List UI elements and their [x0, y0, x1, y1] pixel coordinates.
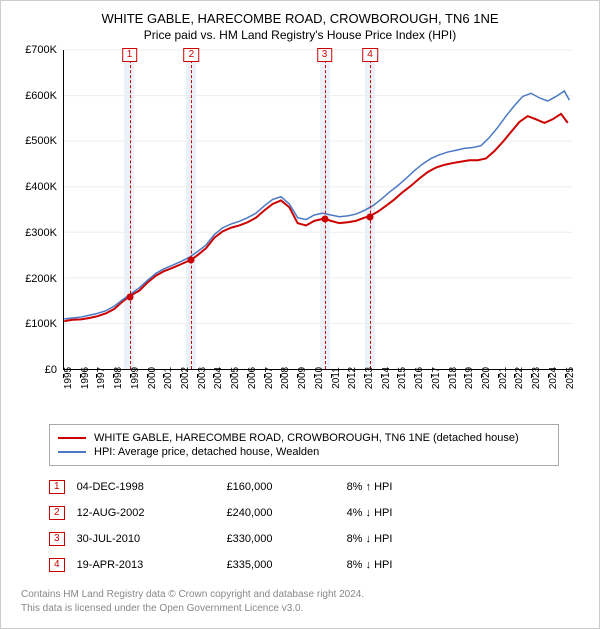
y-tick-label: £0: [45, 364, 57, 376]
sales-row: 3 30-JUL-2010£330,0008% ↓ HPI: [49, 526, 559, 552]
sales-number-box: 2: [49, 506, 65, 520]
legend: WHITE GABLE, HARECOMBE ROAD, CROWBOROUGH…: [49, 424, 559, 466]
x-tick-label: 2016: [414, 367, 425, 389]
legend-row: HPI: Average price, detached house, Weal…: [58, 446, 550, 458]
y-tick-label: £700K: [25, 44, 57, 56]
x-tick-label: 2008: [280, 367, 291, 389]
sales-row: 1 04-DEC-1998£160,0008% ↑ HPI: [49, 474, 559, 500]
chart-container: WHITE GABLE, HARECOMBE ROAD, CROWBOROUGH…: [0, 0, 600, 629]
event-dashed-line: [325, 50, 326, 369]
x-tick-label: 2003: [197, 367, 208, 389]
title-line-1: WHITE GABLE, HARECOMBE ROAD, CROWBOROUGH…: [13, 11, 587, 26]
footer-line-1: Contains HM Land Registry data © Crown c…: [21, 588, 587, 602]
x-tick-label: 2023: [531, 367, 542, 389]
sale-price: £330,000: [227, 533, 347, 545]
event-marker-box: 3: [317, 48, 333, 62]
sale-dot: [188, 257, 195, 264]
x-tick-label: 2022: [514, 367, 525, 389]
x-tick-label: 2010: [314, 367, 325, 389]
sale-delta: 8% ↓ HPI: [347, 559, 447, 571]
x-tick-label: 1999: [130, 367, 141, 389]
series-line-hpi: [64, 91, 569, 319]
x-tick-label: 2020: [481, 367, 492, 389]
x-tick-label: 2018: [448, 367, 459, 389]
x-tick-label: 2025: [565, 367, 576, 389]
x-tick-label: 2019: [464, 367, 475, 389]
x-tick-label: 2007: [264, 367, 275, 389]
title-line-2: Price paid vs. HM Land Registry's House …: [13, 28, 587, 42]
event-dashed-line: [370, 50, 371, 369]
sale-dot: [321, 216, 328, 223]
sale-price: £240,000: [227, 507, 347, 519]
x-tick-label: 2004: [213, 367, 224, 389]
sale-delta: 8% ↓ HPI: [347, 533, 447, 545]
x-tick-label: 1995: [63, 367, 74, 389]
x-tick-label: 2000: [147, 367, 158, 389]
x-tick-label: 2006: [247, 367, 258, 389]
sale-price: £160,000: [227, 481, 347, 493]
event-dashed-line: [191, 50, 192, 369]
y-axis: £0£100K£200K£300K£400K£500K£600K£700K: [13, 50, 63, 370]
y-tick-label: £600K: [25, 90, 57, 102]
legend-label: HPI: Average price, detached house, Weal…: [94, 446, 319, 458]
event-marker-box: 2: [184, 48, 200, 62]
sale-date: 30-JUL-2010: [77, 533, 227, 545]
legend-label: WHITE GABLE, HARECOMBE ROAD, CROWBOROUGH…: [94, 432, 519, 444]
sales-row: 2 12-AUG-2002£240,0004% ↓ HPI: [49, 500, 559, 526]
sale-date: 04-DEC-1998: [77, 481, 227, 493]
x-tick-label: 2002: [180, 367, 191, 389]
x-tick-label: 2012: [347, 367, 358, 389]
sale-dot: [367, 213, 374, 220]
sale-dot: [126, 293, 133, 300]
event-marker-box: 4: [362, 48, 378, 62]
event-marker-box: 1: [122, 48, 138, 62]
plot-area: 1 2 3 4: [63, 50, 573, 370]
x-tick-label: 1998: [113, 367, 124, 389]
legend-row: WHITE GABLE, HARECOMBE ROAD, CROWBOROUGH…: [58, 432, 550, 444]
footer-line-2: This data is licensed under the Open Gov…: [21, 602, 587, 616]
x-axis: 1995199619971998199920002001200220032004…: [63, 374, 573, 414]
sale-delta: 8% ↑ HPI: [347, 481, 447, 493]
sales-number-box: 4: [49, 558, 65, 572]
x-tick-label: 2011: [331, 367, 342, 389]
series-layer: [64, 50, 573, 369]
sales-number-box: 3: [49, 532, 65, 546]
x-tick-label: 2013: [364, 367, 375, 389]
x-tick-label: 2017: [431, 367, 442, 389]
y-tick-label: £100K: [25, 318, 57, 330]
sale-date: 12-AUG-2002: [77, 507, 227, 519]
x-tick-label: 1996: [80, 367, 91, 389]
legend-swatch: [58, 451, 86, 453]
x-tick-label: 2015: [397, 367, 408, 389]
y-tick-label: £300K: [25, 227, 57, 239]
sales-number-box: 1: [49, 480, 65, 494]
sale-price: £335,000: [227, 559, 347, 571]
x-tick-label: 2014: [381, 367, 392, 389]
sales-row: 4 19-APR-2013£335,0008% ↓ HPI: [49, 552, 559, 578]
footer: Contains HM Land Registry data © Crown c…: [21, 588, 587, 616]
series-line-property: [64, 114, 567, 321]
sales-table: 1 04-DEC-1998£160,0008% ↑ HPI 2 12-AUG-2002…: [49, 474, 559, 578]
sale-delta: 4% ↓ HPI: [347, 507, 447, 519]
legend-swatch: [58, 437, 86, 439]
event-dashed-line: [130, 50, 131, 369]
x-tick-label: 2024: [548, 367, 559, 389]
x-tick-label: 2009: [297, 367, 308, 389]
y-tick-label: £500K: [25, 135, 57, 147]
x-tick-label: 2005: [230, 367, 241, 389]
y-tick-label: £200K: [25, 273, 57, 285]
x-tick-label: 2021: [498, 367, 509, 389]
y-tick-label: £400K: [25, 181, 57, 193]
x-tick-label: 2001: [163, 367, 174, 389]
chart-area: £0£100K£200K£300K£400K£500K£600K£700K 12…: [13, 50, 587, 370]
x-tick-label: 1997: [96, 367, 107, 389]
sale-date: 19-APR-2013: [77, 559, 227, 571]
